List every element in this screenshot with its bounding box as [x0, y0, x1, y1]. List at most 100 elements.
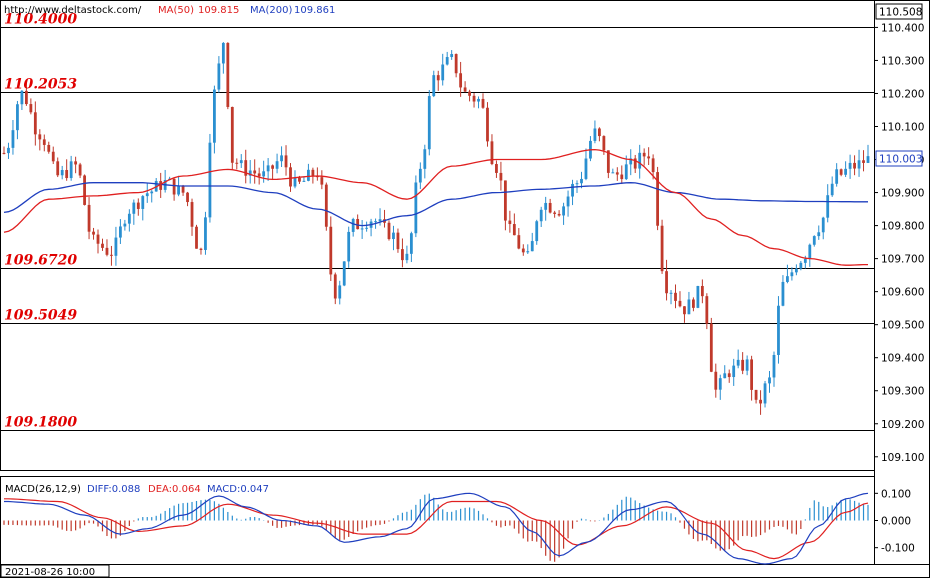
candle: [123, 219, 127, 231]
candle: [136, 198, 140, 216]
candle: [593, 120, 597, 144]
candle: [754, 389, 758, 404]
candle: [342, 261, 346, 287]
candle: [347, 226, 351, 268]
candle-body: [230, 106, 234, 163]
candle-body: [289, 167, 292, 187]
candle-body: [665, 271, 668, 294]
candle: [190, 198, 194, 236]
candle-body: [423, 149, 427, 169]
candle-body: [298, 177, 301, 182]
candle: [248, 160, 252, 184]
candle: [445, 51, 449, 66]
candle: [16, 100, 19, 140]
candle: [678, 291, 682, 308]
candle-body: [799, 262, 803, 269]
candle: [257, 167, 261, 185]
candle: [799, 260, 803, 271]
candle-body: [213, 89, 216, 143]
macd-diff-line: [4, 492, 869, 565]
candle-body: [333, 274, 337, 299]
candle-body: [866, 156, 870, 163]
candle-body: [611, 172, 615, 174]
candle-body: [324, 184, 328, 227]
candle: [266, 158, 270, 181]
candle: [503, 180, 507, 231]
candle: [848, 154, 852, 179]
candle-body: [257, 173, 261, 177]
candle-body: [320, 177, 324, 185]
candle-body: [503, 180, 507, 221]
candle-body: [718, 378, 722, 390]
candle-body: [512, 224, 516, 236]
candle-body: [772, 354, 776, 378]
candle-body: [557, 213, 561, 216]
candle: [700, 279, 704, 304]
candle-body: [38, 134, 42, 140]
candle: [195, 224, 198, 249]
candle: [38, 129, 42, 151]
candle-body: [571, 183, 574, 197]
candle-body: [302, 180, 306, 182]
macd-tick-label: 0.100: [881, 488, 911, 500]
candle: [732, 358, 736, 386]
candle-body: [159, 181, 163, 190]
candle: [705, 293, 709, 330]
candle-body: [745, 359, 749, 371]
candle: [866, 144, 870, 164]
price-tick-label: 109.200: [881, 419, 924, 431]
candle-body: [405, 253, 409, 261]
candle: [477, 96, 480, 109]
candle-body: [221, 42, 225, 64]
candle-body: [280, 155, 283, 162]
candle: [736, 349, 740, 369]
candle-body: [821, 217, 825, 233]
candle: [584, 148, 588, 181]
candle-body: [857, 160, 861, 169]
candle-body: [705, 296, 709, 324]
candle-body: [445, 57, 449, 65]
candle-body: [597, 128, 601, 137]
candle: [835, 163, 839, 187]
candle-body: [42, 139, 46, 145]
candle-body: [624, 164, 628, 180]
candle: [365, 221, 369, 232]
candle-body: [839, 169, 843, 175]
level-labels: 110.4000 110.2053 109.6720 109.5049 109.1800: [4, 12, 77, 431]
candle-body: [463, 87, 467, 92]
candle: [118, 219, 122, 244]
candle-body: [606, 150, 610, 173]
candle-body: [696, 285, 700, 308]
price-tick-label: 109.500: [881, 320, 924, 332]
candle-body: [51, 151, 55, 162]
candle: [262, 160, 266, 183]
candle-body: [750, 359, 754, 390]
candle: [51, 146, 55, 165]
candle: [454, 53, 458, 78]
candle: [60, 165, 64, 180]
candle: [772, 351, 776, 387]
candle-body: [517, 235, 521, 249]
candle-body: [692, 299, 695, 308]
candle-body: [562, 206, 565, 216]
candle-body: [342, 261, 346, 286]
price-tick-label: 109.700: [881, 254, 924, 266]
candle: [338, 280, 342, 305]
candle-body: [204, 217, 207, 250]
current-price-label: 110.003: [879, 154, 922, 166]
candle-body: [24, 90, 28, 105]
level-label: 109.6720: [4, 253, 77, 269]
candle-body: [7, 147, 10, 154]
candle: [521, 244, 525, 256]
candle: [794, 264, 798, 276]
candle-body: [65, 169, 69, 179]
candle-body: [472, 95, 476, 102]
price-tick-label: 109.800: [881, 221, 924, 233]
candle-body: [495, 164, 498, 173]
candle-body: [584, 158, 588, 179]
candle: [74, 156, 78, 174]
candle: [781, 275, 785, 307]
candle-body: [835, 169, 839, 184]
macd-diff-legend: DIFF:0.088: [87, 484, 140, 495]
candle-body: [29, 104, 33, 113]
